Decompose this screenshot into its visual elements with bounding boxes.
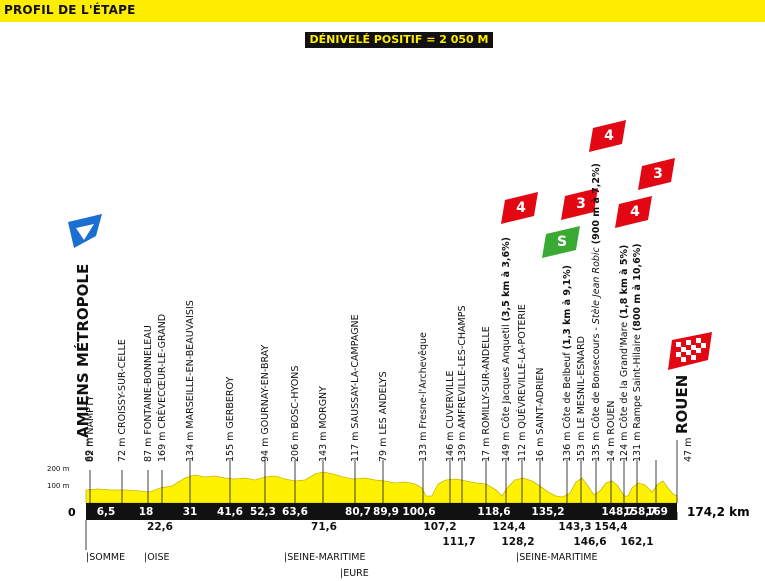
department-label: |SEINE-MARITIME — [284, 552, 366, 563]
department-label: |OISE — [144, 552, 170, 563]
finish-alt: 47 m — [683, 437, 694, 462]
km-marker: 31 — [182, 506, 198, 518]
header-banner: PROFIL DE L'ÉTAPE — [0, 0, 765, 22]
km-marker: 6,5 — [96, 506, 116, 518]
climb-category-badge: 4 — [516, 200, 526, 216]
climb-flag-icon — [589, 120, 626, 152]
waypoint-label: 169 mCRÈVECŒUR-LE-GRAND — [157, 313, 168, 462]
km-marker: 80,7 — [345, 506, 371, 518]
waypoint-label: 131 mRampe Saint-Hilaire(800 m à 10,6%) — [632, 243, 643, 462]
waypoint-label: 135 mCôte de Bonsecours -Stèle Jean Robi… — [591, 163, 602, 462]
page-title: PROFIL DE L'ÉTAPE — [4, 3, 136, 17]
waypoint-label: 17 mROMILLY-SUR-ANDELLE — [481, 326, 492, 462]
waypoint-label: 134 mMARSEILLE-EN-BEAUVAISIS — [185, 300, 196, 462]
department-label: |SEINE-MARITIME — [516, 552, 598, 563]
climb-category-badge: 4 — [604, 128, 614, 144]
waypoint-label: 146 mCUVERVILLE — [445, 370, 456, 462]
km-marker: 135,2 — [531, 506, 565, 518]
waypoint-label: 94 mGOURNAY-EN-BRAY — [260, 344, 271, 462]
km-marker: 100,6 — [402, 506, 436, 518]
km-marker: 124,4 — [492, 521, 526, 533]
waypoint-label: 16 mSAINT-ADRIEN — [535, 367, 546, 462]
finish-name: ROUEN — [673, 374, 691, 434]
km-marker: 71,6 — [311, 521, 337, 533]
waypoint-label: 149 mCôte Jacques Anquetil(3,5 km à 3,6%… — [501, 236, 512, 462]
km-zero: 0 — [68, 506, 76, 519]
km-marker: 111,7 — [442, 536, 476, 548]
department-label: |SOMME — [86, 552, 126, 563]
waypoint-label: 139 mAMFREVILLE-LES-CHAMPS — [457, 305, 468, 463]
total-distance: 174,2 km — [687, 505, 750, 519]
climb-category-badge: 3 — [653, 166, 663, 182]
km-marker: 18 — [138, 506, 154, 518]
waypoint-label: 79 mLES ANDELYS — [378, 371, 389, 462]
km-marker: 128,2 — [501, 536, 535, 548]
elevation-gain-label: DÉNIVELÉ POSITIF = 2 050 M — [305, 32, 493, 48]
sprint-badge: S — [556, 234, 568, 250]
km-marker: 162,1 — [620, 536, 654, 548]
waypoint-label: 87 mFONTAINE-BONNELEAU — [143, 325, 154, 462]
climb-flag-icon — [561, 188, 598, 220]
km-marker: 169 — [646, 506, 668, 518]
waypoint-label: 124 mCôte de la Grand'Mare(1,8 km à 5%) — [619, 244, 630, 462]
climb-category-badge: 3 — [576, 196, 586, 212]
km-marker: 158,7 — [623, 506, 657, 518]
profile-area — [85, 471, 678, 504]
waypoint-label: 155 mGERBEROY — [225, 376, 236, 462]
climb-flag-icon — [615, 196, 652, 228]
waypoint-label: 117 mSAUSSAY-LA-CAMPAGNE — [350, 314, 361, 462]
axis-label-200: 200 m — [47, 465, 70, 473]
km-marker: 63,6 — [282, 506, 308, 518]
waypoint-label: 143 mMORGNY — [318, 386, 329, 462]
department-ticks — [85, 512, 678, 550]
km-marker: 154,4 — [594, 521, 628, 533]
km-marker: 107,2 — [423, 521, 457, 533]
waypoint-label: 133 mFresne-l'Archevêque — [418, 332, 429, 462]
waypoint-label: 153 mLE MESNIL-ESNARD — [576, 336, 587, 462]
km-marker: 41,6 — [217, 506, 243, 518]
waypoint-label: 82 mNAMPTY — [85, 395, 96, 462]
waypoint-label: 72 mCROISSY-SUR-CELLE — [117, 339, 128, 462]
axis-label-100: 100 m — [47, 482, 70, 490]
start-flag-icon — [68, 214, 102, 248]
checkered-flag-icon — [668, 332, 712, 370]
km-marker: 52,3 — [250, 506, 276, 518]
km-marker: 22,6 — [147, 521, 173, 533]
sprint-flag-icon — [542, 226, 580, 258]
km-bar — [86, 503, 677, 520]
km-marker: 146,6 — [573, 536, 607, 548]
waypoint-ticks — [89, 440, 678, 503]
climb-flag-icon — [501, 192, 538, 224]
km-marker: 143,3 — [558, 521, 592, 533]
km-marker: 148,7 — [601, 506, 635, 518]
km-marker: 118,6 — [477, 506, 511, 518]
waypoint-label: 14 mROUEN — [606, 400, 617, 462]
waypoint-label: 206 mBOSC-HYONS — [290, 365, 301, 462]
waypoint-label: 136 mCôte de Belbeuf(1,3 km à 9,1%) — [562, 264, 573, 462]
climb-flag-icon — [638, 158, 675, 190]
waypoint-label: 112 mQUÉVREVILLE-LA-POTERIE — [517, 304, 528, 462]
department-label: |EURE — [340, 568, 369, 579]
climb-category-badge: 4 — [630, 204, 640, 220]
km-marker: 89,9 — [373, 506, 399, 518]
